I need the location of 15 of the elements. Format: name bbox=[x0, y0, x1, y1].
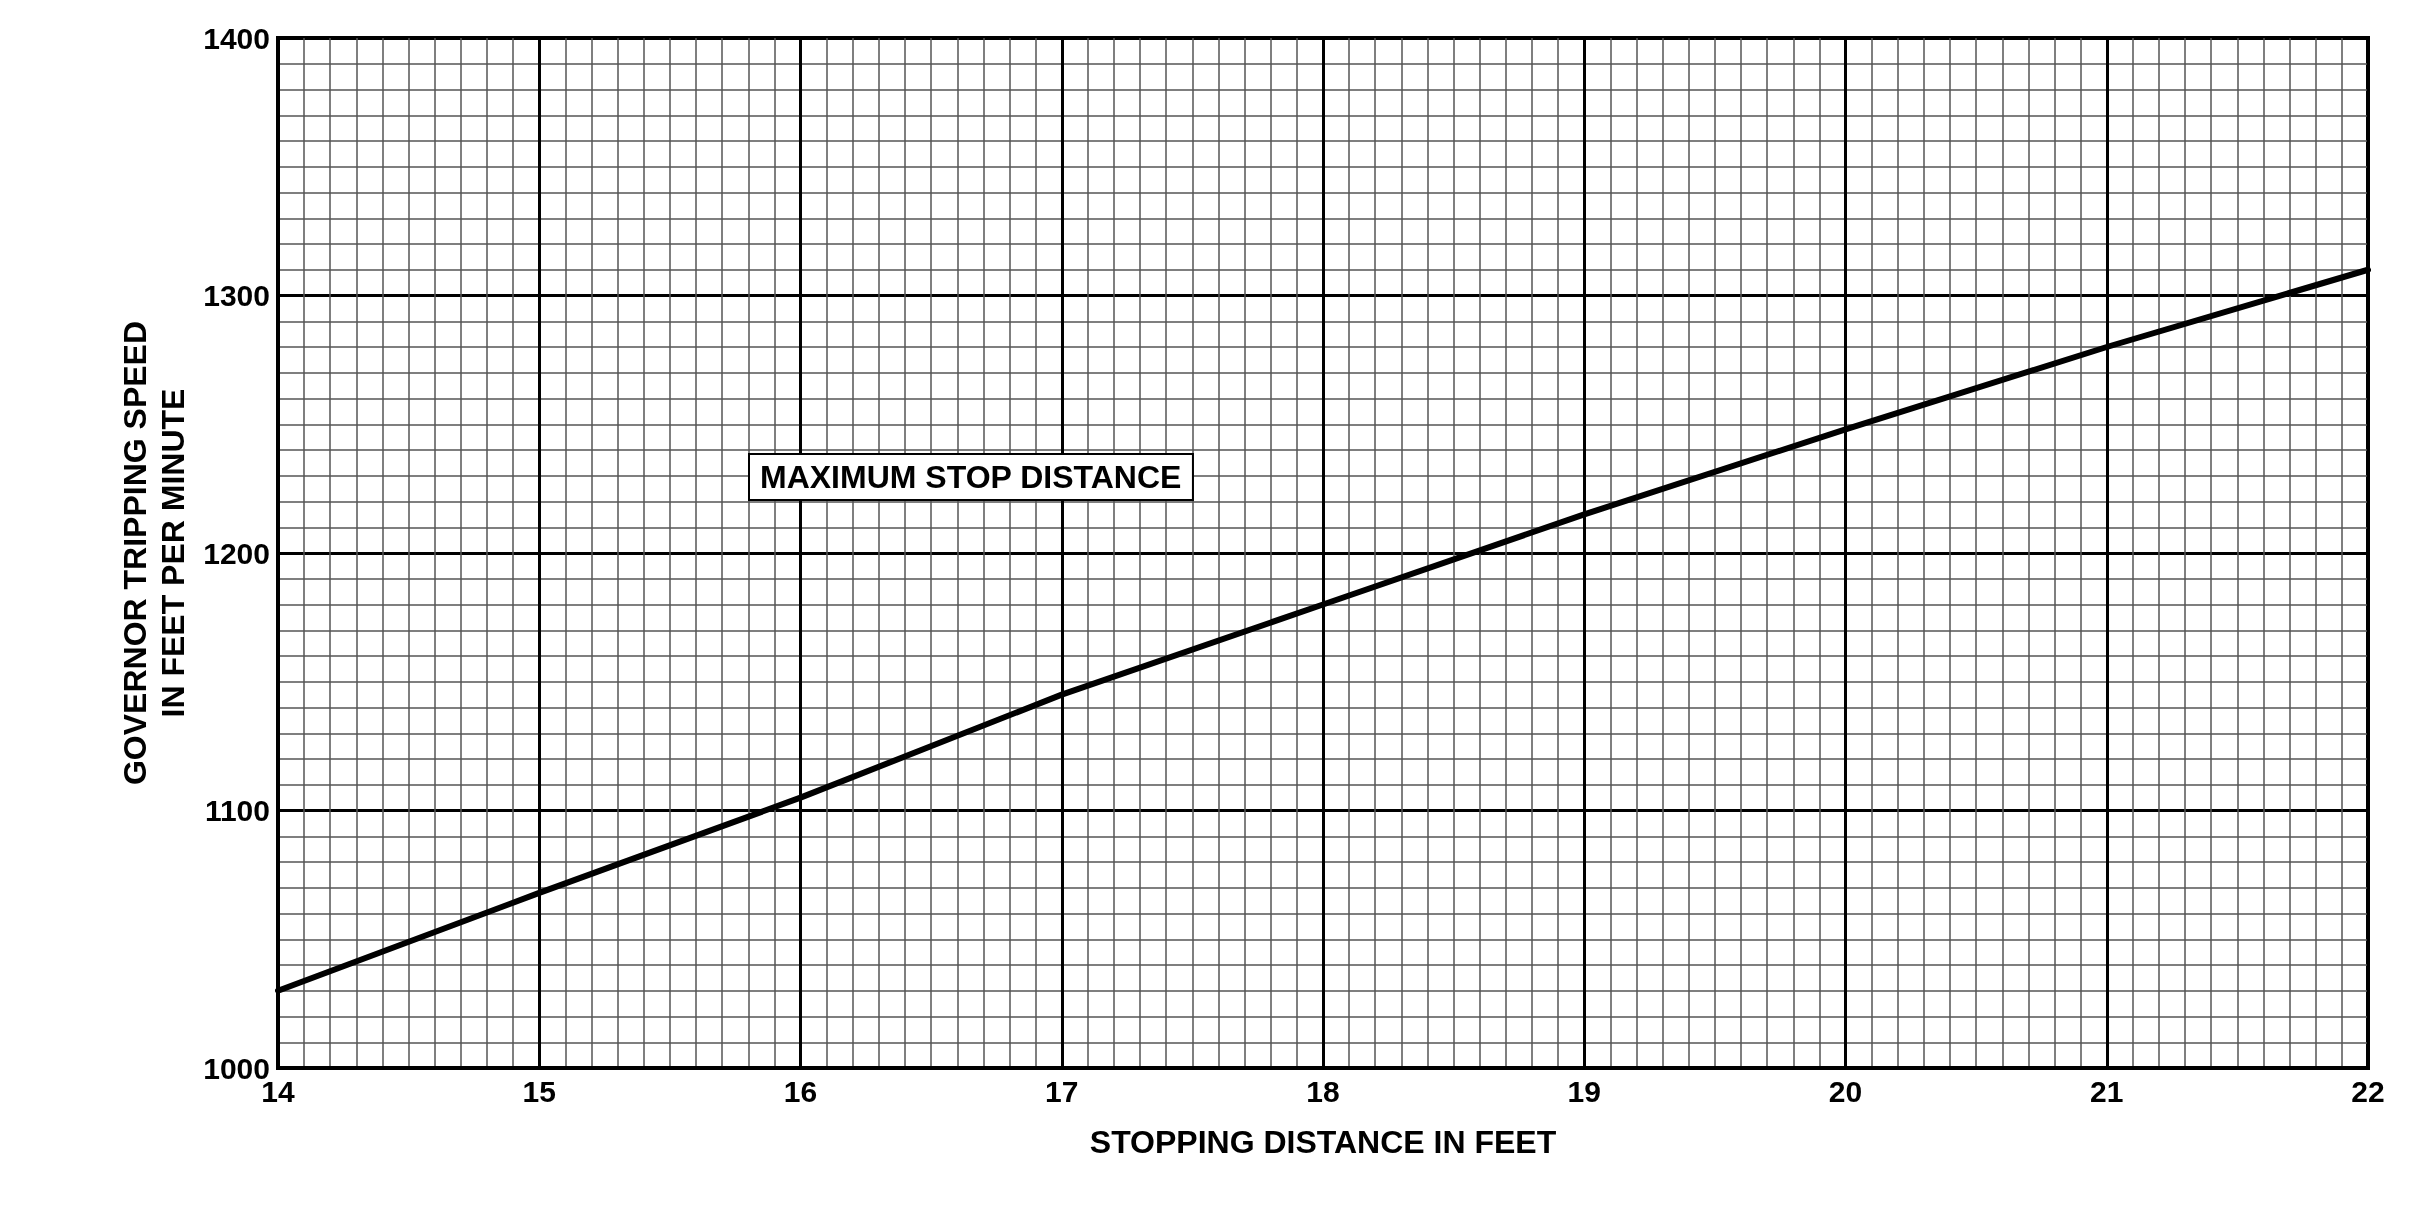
y-tick-label: 1100 bbox=[204, 794, 270, 827]
y-tick-label: 1200 bbox=[203, 536, 270, 570]
x-tick-label: 15 bbox=[522, 1074, 556, 1108]
x-tick-label: 22 bbox=[2351, 1074, 2385, 1108]
x-tick-label: 18 bbox=[1306, 1074, 1340, 1108]
y-axis-title: GOVERNOR TRIPPING SPEED IN FEET PER MINUTE bbox=[117, 320, 192, 786]
x-axis-title: STOPPING DISTANCE IN FEET bbox=[1089, 1124, 1557, 1160]
x-tick-label: 19 bbox=[1567, 1074, 1601, 1108]
x-tick-label: 20 bbox=[1828, 1074, 1863, 1108]
y-tick-label: 1400 bbox=[203, 21, 270, 55]
x-tick-label: 17 bbox=[1045, 1074, 1079, 1108]
annotation: MAXIMUM STOP DISTANCE bbox=[760, 459, 1182, 495]
x-tick-label: 16 bbox=[783, 1074, 818, 1108]
y-tick-label: 1300 bbox=[203, 279, 270, 312]
x-tick-label: 21 bbox=[2090, 1074, 2124, 1108]
